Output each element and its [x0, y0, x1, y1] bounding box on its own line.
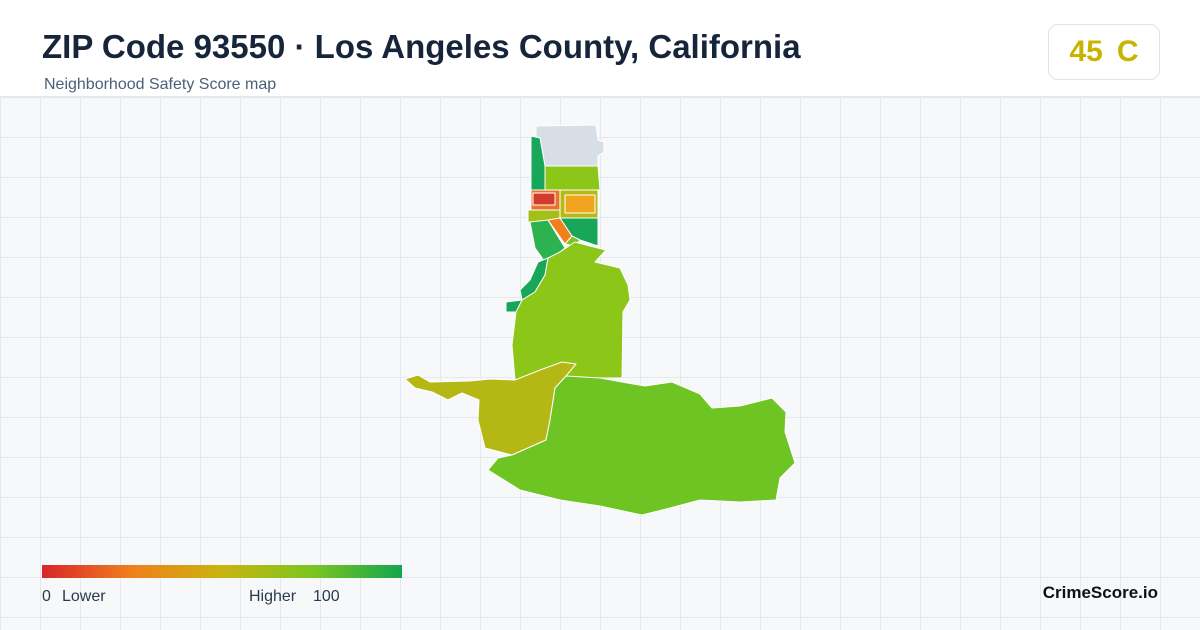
region — [559, 217, 599, 247]
region — [544, 165, 601, 191]
region — [487, 375, 796, 516]
title: ZIP Code 93550 · Los Angeles County, Cal… — [42, 28, 801, 65]
score-value: 45 — [1069, 35, 1103, 68]
legend-bar — [42, 565, 402, 578]
score-grade: C — [1116, 35, 1139, 68]
header: ZIP Code 93550 · Los Angeles County, Cal… — [0, 0, 1200, 97]
region — [564, 194, 596, 214]
legend-low-label: Lower — [62, 588, 106, 605]
subtitle: Neighborhood Safety Score map — [44, 76, 277, 93]
region — [511, 241, 631, 381]
brand: CrimeScore.io — [1042, 583, 1158, 602]
legend-min: 0 — [42, 588, 51, 605]
legend-high-label: Higher — [249, 588, 297, 605]
region — [535, 124, 605, 167]
legend-max: 100 — [313, 588, 340, 605]
score-badge: 45 C — [1048, 24, 1160, 80]
region — [532, 192, 556, 206]
